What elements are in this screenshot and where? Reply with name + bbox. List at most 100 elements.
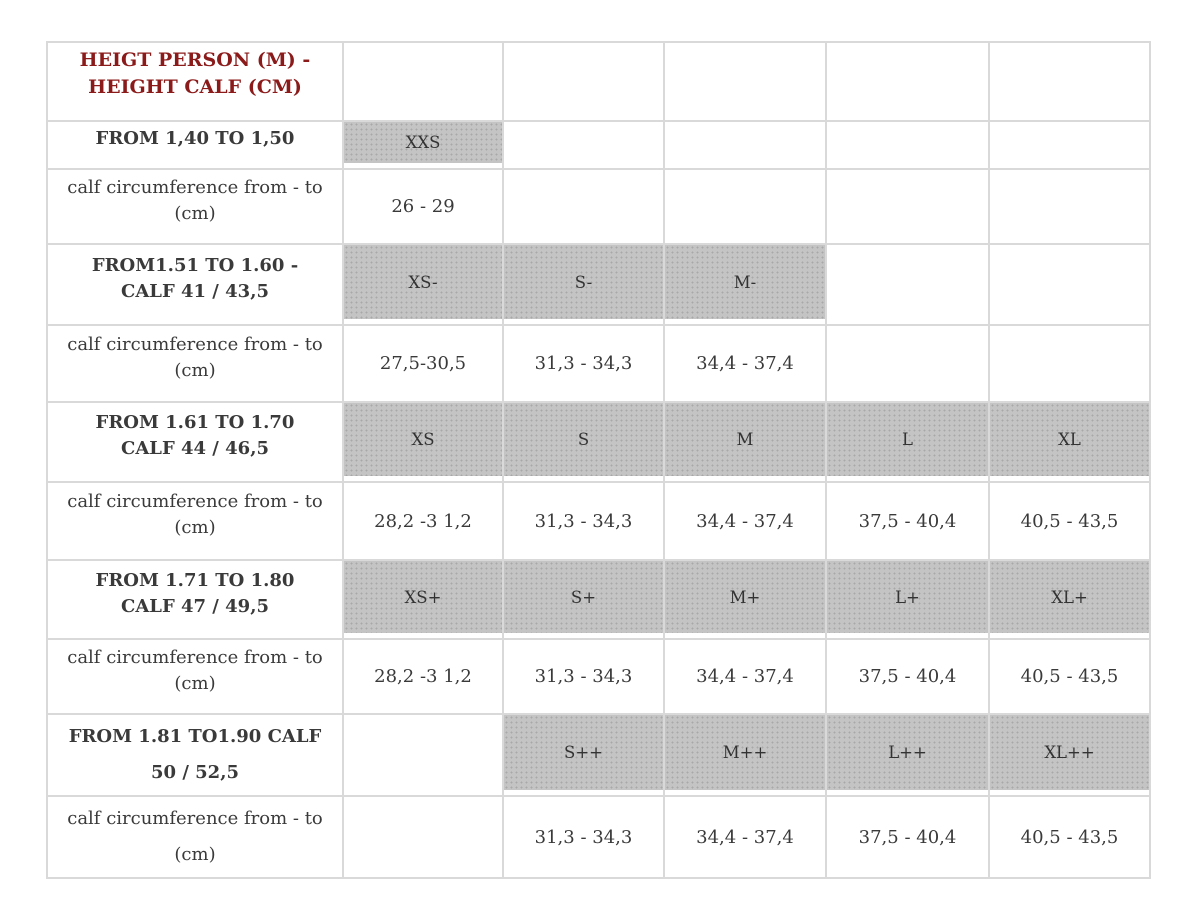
size-cell: XXS [342,120,504,171]
size-label: M- [733,272,757,292]
size-label: XL+ [1051,587,1088,607]
circumference-label: calf circumference from - to (cm) [46,481,344,562]
size-cell-empty [988,243,1151,327]
size-cell: M+ [663,559,827,641]
size-chip: XL+ [990,561,1149,634]
height-range-label: FROM 1.71 TO 1.80 CALF 47 / 49,5 [46,559,344,641]
circumference-label: calf circumference from - to (cm) [46,324,344,404]
height-range-label: FROM 1,40 TO 1,50 [46,120,344,171]
circumference-label-line1: calf circumference from - to [67,333,323,355]
table-title-cell: HEIGT PERSON (M) - HEIGHT CALF (CM) [46,40,344,123]
calf-range-cell: 37,5 - 40,4 [825,481,990,562]
size-chip: XL++ [990,715,1149,791]
calf-range-cell: 40,5 - 43,5 [988,795,1151,880]
circumference-label-line1: calf circumference from - to [67,176,323,198]
circumference-label-line2: (cm) [174,202,216,224]
calf-range-value: 34,4 - 37,4 [696,666,794,688]
circumference-row-section-1: calf circumference from - to (cm) 26 - 2… [46,168,1151,246]
empty-header-cell [988,40,1151,123]
height-row-section-1: FROM 1,40 TO 1,50 XXS [46,120,1151,171]
calf-range-cell: 31,3 - 34,3 [502,481,665,562]
size-chip: XS+ [344,561,502,634]
calf-range-cell: 31,3 - 34,3 [502,795,665,880]
size-cell: S+ [502,559,665,641]
circumference-label-line1: calf circumference from - to [67,646,323,668]
calf-range-cell [502,168,665,246]
size-label: M [736,430,754,450]
height-row-section-2: FROM1.51 TO 1.60 - CALF 41 / 43,5 XS- S- [46,243,1151,327]
size-label: S [577,430,590,450]
size-cell: XS- [342,243,504,327]
empty-header-cell [663,40,827,123]
height-range-label: FROM1.51 TO 1.60 - CALF 41 / 43,5 [46,243,344,327]
size-label: XS [411,430,435,450]
size-chip: S [504,403,663,477]
size-cell: M- [663,243,827,327]
height-range-label: FROM 1.81 TO1.90 CALF 50 / 52,5 [46,713,344,798]
size-label: XS+ [404,587,442,607]
size-cell: XS [342,401,504,484]
size-label: XL++ [1044,743,1095,763]
height-row-section-4: FROM 1.71 TO 1.80 CALF 47 / 49,5 XS+ S+ [46,559,1151,641]
calf-range-value: 34,4 - 37,4 [696,353,794,375]
size-cell: L+ [825,559,990,641]
size-chip: M+ [665,561,825,634]
calf-range-cell: 34,4 - 37,4 [663,324,827,404]
size-label: XXS [405,133,441,153]
size-chip: XS- [344,245,502,320]
size-chart-table: HEIGT PERSON (M) - HEIGHT CALF (CM) FROM… [46,40,1151,880]
calf-range-cell-empty [342,795,504,880]
calf-range-value: 37,5 - 40,4 [858,510,957,532]
empty-header-cell [502,40,665,123]
calf-range-cell: 31,3 - 34,3 [502,324,665,404]
calf-range-value: 37,5 - 40,4 [858,826,957,848]
circumference-label-line2: (cm) [174,672,216,694]
size-cell-empty [342,713,504,798]
calf-range-cell [988,324,1151,404]
height-range-line1: FROM 1.71 TO 1.80 [95,569,295,591]
size-chip: M- [665,245,825,320]
calf-range-cell: 27,5-30,5 [342,324,504,404]
calf-range-value: 40,5 - 43,5 [1020,826,1119,848]
size-label: M++ [722,743,768,763]
size-cell: S- [502,243,665,327]
size-cell: XL+ [988,559,1151,641]
circumference-row-section-4: calf circumference from - to (cm) 28,2 -… [46,638,1151,716]
size-cell: S [502,401,665,484]
size-chip: S- [504,245,663,320]
calf-range-cell: 40,5 - 43,5 [988,638,1151,716]
table-title-line2: HEIGHT CALF (CM) [88,75,302,98]
size-label: M+ [729,587,761,607]
calf-range-value: 37,5 - 40,4 [858,666,957,688]
calf-range-cell: 26 - 29 [342,168,504,246]
calf-range-cell: 37,5 - 40,4 [825,638,990,716]
size-cell-empty [502,120,665,171]
calf-range-cell: 40,5 - 43,5 [988,481,1151,562]
size-cell-empty [663,120,827,171]
size-chip: XL [990,403,1149,477]
circumference-label: calf circumference from - to (cm) [46,638,344,716]
size-label: XL [1058,430,1081,450]
size-label: S- [574,272,593,292]
calf-range-value: 31,3 - 34,3 [534,353,633,375]
size-cell: XL++ [988,713,1151,798]
calf-range-cell [825,324,990,404]
circumference-row-section-5: calf circumference from - to (cm) 31,3 -… [46,795,1151,880]
calf-range-value: 31,3 - 34,3 [534,510,633,532]
size-cell: L++ [825,713,990,798]
circumference-label: calf circumference from - to (cm) [46,795,344,880]
calf-range-cell: 34,4 - 37,4 [663,481,827,562]
height-range-line2: CALF 47 / 49,5 [121,595,269,617]
circumference-row-section-2: calf circumference from - to (cm) 27,5-3… [46,324,1151,404]
height-range-line2: 50 / 52,5 [151,762,239,784]
size-chip: S+ [504,561,663,634]
height-range-line2: CALF 41 / 43,5 [121,280,269,302]
size-chip: M [665,403,825,477]
calf-range-value: 34,4 - 37,4 [696,826,794,848]
height-row-section-5: FROM 1.81 TO1.90 CALF 50 / 52,5 S++ M++ [46,713,1151,798]
size-label: L [902,430,913,450]
size-chip: L++ [827,715,988,791]
size-chip: M++ [665,715,825,791]
size-cell-empty [825,120,990,171]
size-cell: XS+ [342,559,504,641]
